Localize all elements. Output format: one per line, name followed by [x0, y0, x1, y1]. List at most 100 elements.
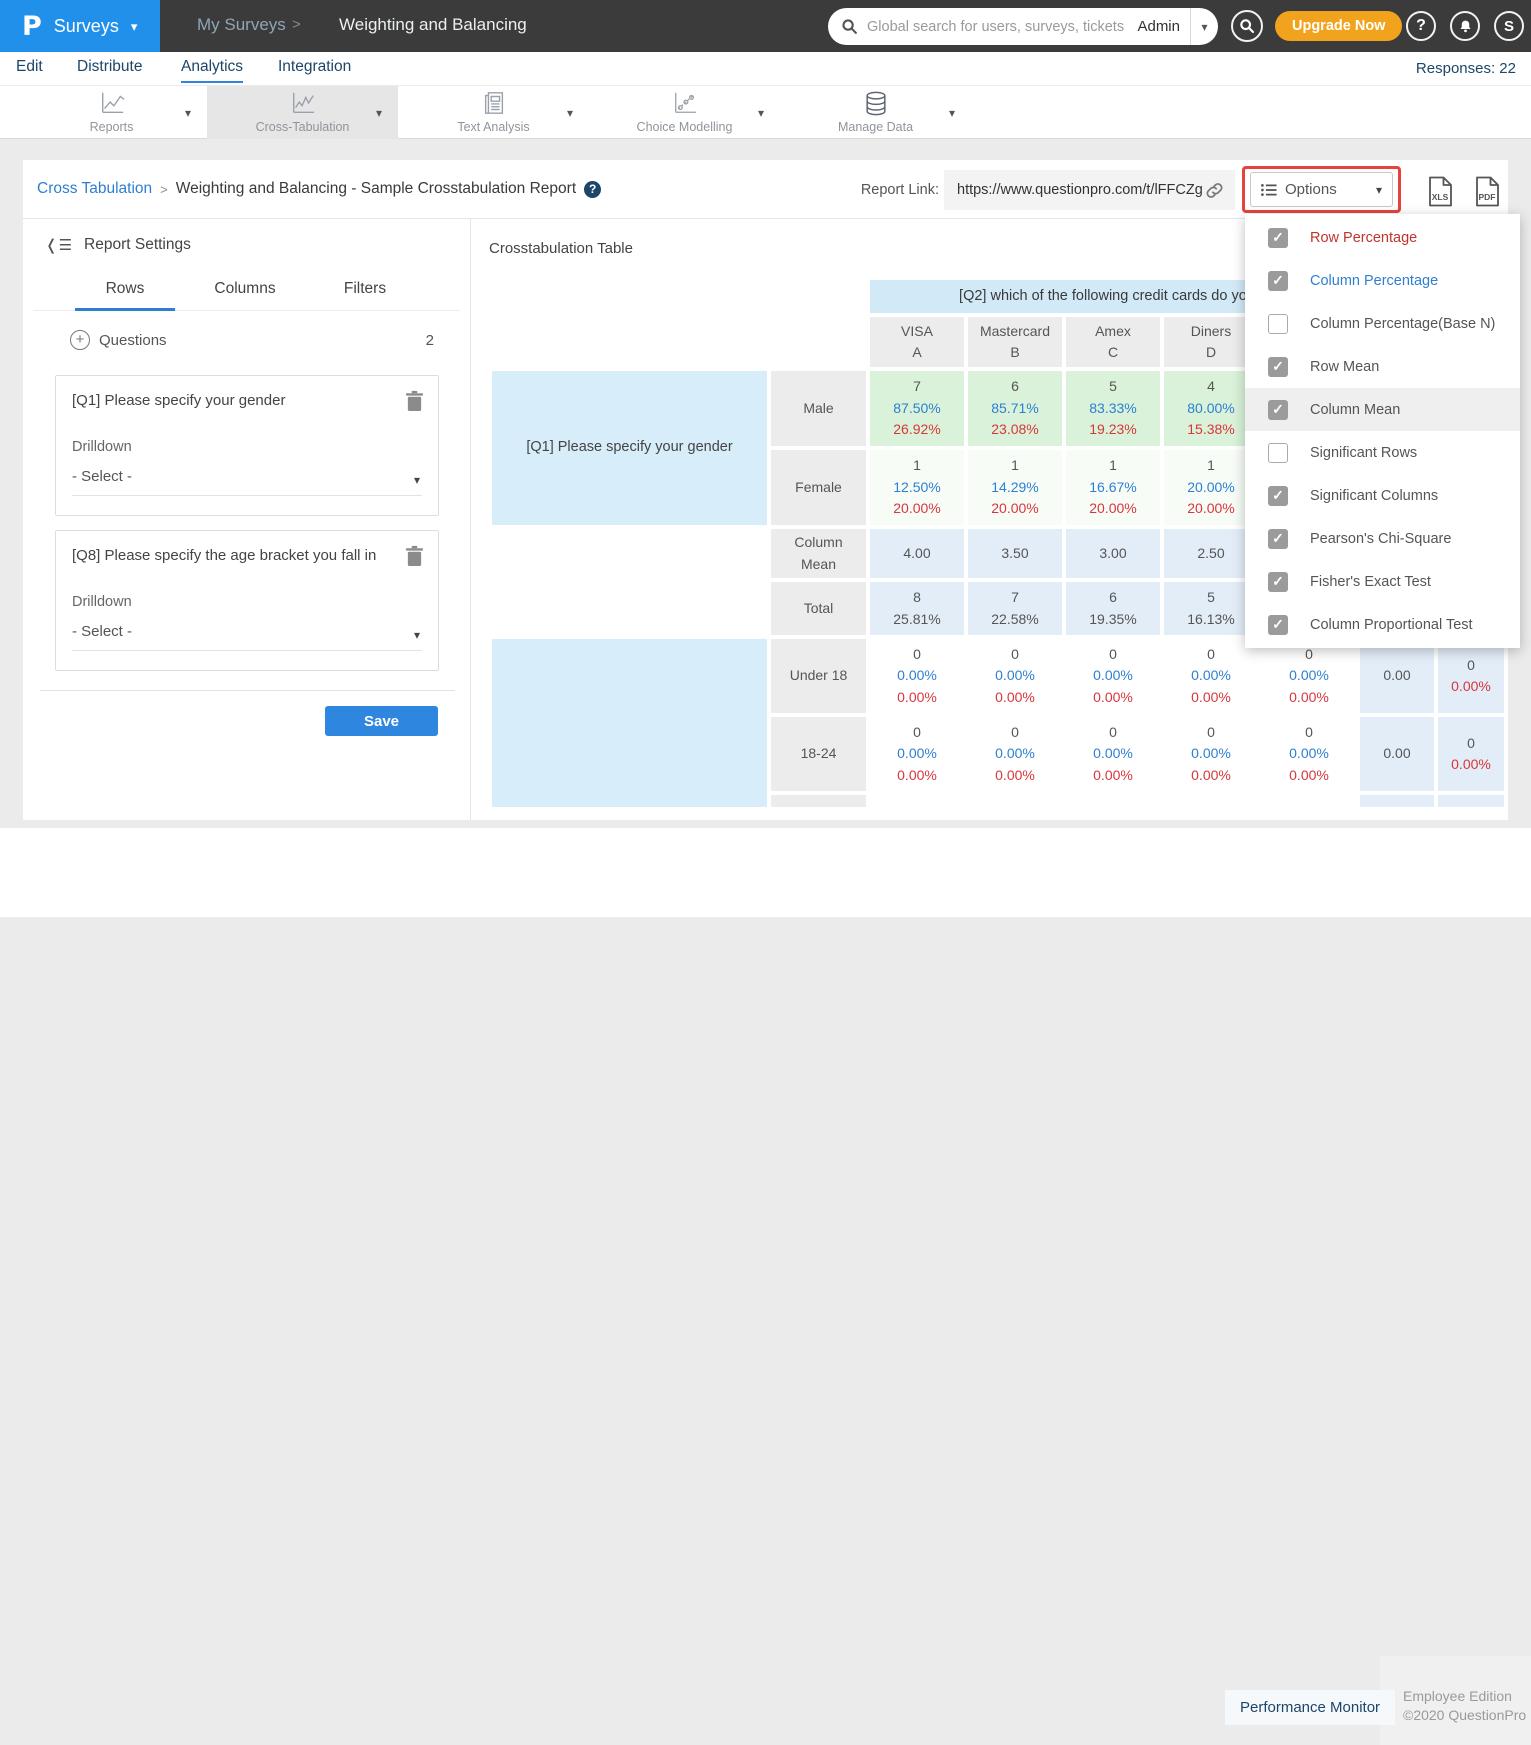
- table-row-label: Column Mean: [771, 529, 866, 578]
- drilldown-select[interactable]: - Select -▾: [72, 623, 422, 651]
- export-xls-icon[interactable]: XLS: [1427, 176, 1454, 207]
- collapse-panel-icon[interactable]: ❬ ☰: [45, 236, 71, 254]
- table-cell: 480.00%15.38%: [1164, 371, 1258, 446]
- scatter-chart-icon: [589, 90, 780, 116]
- analytics-toolbar: Reports ▾ Cross-Tabulation ▾ Text Analys…: [0, 86, 1531, 139]
- tab-columns[interactable]: Columns: [195, 280, 295, 311]
- table-cell: 583.33%19.23%: [1066, 371, 1160, 446]
- options-menu-item[interactable]: ✓Row Percentage: [1245, 216, 1520, 259]
- table-cell: 2.50: [1164, 529, 1258, 578]
- chevron-down-icon: ▾: [1201, 21, 1207, 33]
- search-button[interactable]: [1231, 10, 1263, 42]
- help-icon[interactable]: ?: [584, 181, 601, 198]
- drilldown-select[interactable]: - Select -▾: [72, 468, 422, 496]
- options-menu-item[interactable]: ✓Column Proportional Test: [1245, 603, 1520, 646]
- responses-count: Responses: 22: [1416, 60, 1516, 77]
- save-button[interactable]: Save: [325, 706, 438, 736]
- chevron-down-icon[interactable]: ▾: [758, 107, 764, 119]
- tab-rows[interactable]: Rows: [75, 280, 175, 311]
- options-button[interactable]: Options ▾: [1250, 172, 1393, 207]
- nav-edit[interactable]: Edit: [16, 58, 43, 81]
- account-avatar[interactable]: S: [1494, 11, 1524, 41]
- table-cell: [968, 795, 1062, 807]
- report-url-input[interactable]: [944, 182, 1204, 198]
- question-text: [Q8] Please specify the age bracket you …: [72, 547, 394, 564]
- toolbar-manage-data[interactable]: Manage Data ▾: [780, 86, 971, 139]
- toolbar-cross-tabulation[interactable]: Cross-Tabulation ▾: [207, 86, 398, 139]
- table-row-label: Male: [771, 371, 866, 446]
- global-search: Admin ▾: [828, 8, 1218, 45]
- table-row-label: Under 18: [771, 639, 866, 713]
- checkbox-checked-icon[interactable]: ✓: [1268, 572, 1288, 592]
- toolbar-choice-modelling[interactable]: Choice Modelling ▾: [589, 86, 780, 139]
- nav-analytics[interactable]: Analytics: [181, 58, 243, 83]
- options-menu-item[interactable]: ✓Column Percentage: [1245, 259, 1520, 302]
- options-menu-item-label: Fisher's Exact Test: [1310, 574, 1431, 590]
- surveys-menu[interactable]: P Surveys ▾: [0, 0, 160, 52]
- options-label: Options: [1285, 181, 1368, 198]
- table-cell: 516.13%: [1164, 582, 1258, 635]
- report-settings-header: ❬ ☰ Report Settings: [45, 236, 191, 254]
- scope-dropdown[interactable]: ▾: [1190, 8, 1218, 45]
- options-menu-item[interactable]: ✓ Fisher's Exact Test: [1245, 560, 1520, 603]
- checkbox-checked-icon[interactable]: ✓: [1268, 400, 1288, 420]
- table-cell: 00.00%: [1438, 717, 1504, 791]
- search-scope-admin[interactable]: Admin: [1137, 18, 1190, 35]
- help-button[interactable]: ?: [1406, 11, 1436, 41]
- search-input[interactable]: [858, 19, 1137, 35]
- chevron-down-icon[interactable]: ▾: [567, 107, 573, 119]
- list-icon: [1261, 183, 1277, 197]
- upgrade-now-button[interactable]: Upgrade Now: [1275, 11, 1402, 41]
- tab-filters[interactable]: Filters: [315, 280, 415, 311]
- options-menu-item[interactable]: Significant Rows: [1245, 431, 1520, 474]
- trash-icon[interactable]: [405, 545, 424, 567]
- checkbox-unchecked-icon[interactable]: [1268, 443, 1288, 463]
- options-menu-item[interactable]: ✓Row Mean: [1245, 345, 1520, 388]
- link-icon[interactable]: [1204, 180, 1225, 201]
- top-bar: P Surveys ▾ My Surveys > Weighting and B…: [0, 0, 1531, 52]
- options-menu-item[interactable]: ✓ Column Mean: [1245, 388, 1520, 431]
- avatar-initial: S: [1504, 18, 1514, 35]
- nav-integration[interactable]: Integration: [278, 58, 351, 81]
- questions-count: 2: [426, 332, 434, 349]
- table-cell: [1164, 795, 1258, 807]
- toolbar-reports[interactable]: Reports ▾: [16, 86, 207, 139]
- breadcrumb-my-surveys[interactable]: My Surveys: [197, 15, 286, 35]
- table-cell: 00.00%0.00%: [1164, 639, 1258, 713]
- performance-monitor-link[interactable]: Performance Monitor: [1225, 1690, 1395, 1725]
- nav-distribute[interactable]: Distribute: [77, 58, 142, 81]
- chevron-down-icon[interactable]: ▾: [949, 107, 955, 119]
- trend-chart-icon: [207, 90, 398, 116]
- checkbox-checked-icon[interactable]: ✓: [1268, 615, 1288, 635]
- question-card-q8: [Q8] Please specify the age bracket you …: [55, 530, 439, 671]
- select-value: - Select -: [72, 623, 132, 640]
- checkbox-checked-icon[interactable]: ✓: [1268, 271, 1288, 291]
- toolbar-text-analysis[interactable]: Text Analysis ▾: [398, 86, 589, 139]
- options-menu-item[interactable]: Column Percentage(Base N): [1245, 302, 1520, 345]
- newspaper-icon: [398, 90, 589, 116]
- chevron-down-icon[interactable]: ▾: [376, 107, 382, 119]
- options-menu-item[interactable]: ✓Significant Columns: [1245, 474, 1520, 517]
- notifications-button[interactable]: [1450, 11, 1480, 41]
- breadcrumb: Cross Tabulation > Weighting and Balanci…: [37, 180, 601, 198]
- checkbox-checked-icon[interactable]: ✓: [1268, 228, 1288, 248]
- drilldown-label: Drilldown: [72, 594, 132, 610]
- table-cell: 116.67%20.00%: [1066, 450, 1160, 525]
- checkbox-checked-icon[interactable]: ✓: [1268, 357, 1288, 377]
- options-menu-item[interactable]: ✓Pearson's Chi-Square: [1245, 517, 1520, 560]
- export-pdf-icon[interactable]: PDF: [1474, 176, 1501, 207]
- table-row-label: 18-24: [771, 717, 866, 791]
- checkbox-checked-icon[interactable]: ✓: [1268, 486, 1288, 506]
- options-menu-item-label: Column Mean: [1310, 402, 1400, 418]
- divider: [470, 218, 471, 820]
- add-question-icon[interactable]: +: [70, 330, 90, 350]
- checkbox-checked-icon[interactable]: ✓: [1268, 529, 1288, 549]
- question-card-q1: [Q1] Please specify your gender Drilldow…: [55, 375, 439, 516]
- chevron-down-icon[interactable]: ▾: [185, 107, 191, 119]
- table-cell: 00.00%0.00%: [1164, 717, 1258, 791]
- checkbox-unchecked-icon[interactable]: [1268, 314, 1288, 334]
- trash-icon[interactable]: [405, 390, 424, 412]
- table-cell: 4.00: [870, 529, 964, 578]
- cross-tabulation-link[interactable]: Cross Tabulation: [37, 180, 152, 198]
- select-value: - Select -: [72, 468, 132, 485]
